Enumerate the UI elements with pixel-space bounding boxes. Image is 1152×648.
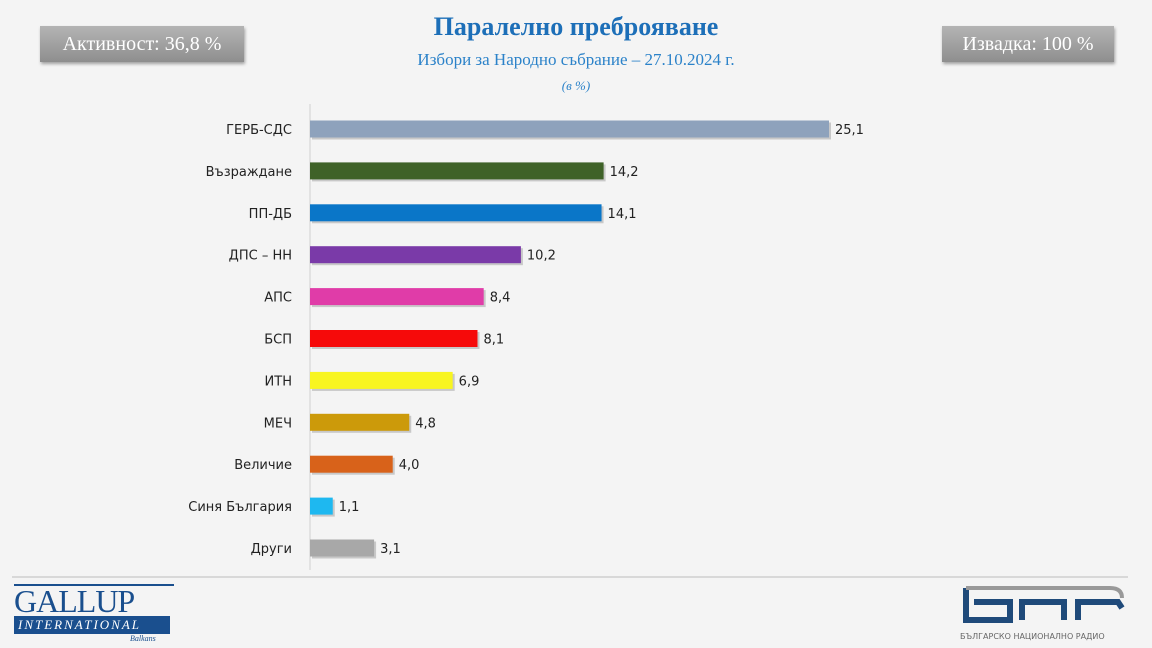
category-label: Възраждане	[206, 165, 292, 180]
category-label: МЕЧ	[264, 416, 292, 431]
category-label: ПП-ДБ	[249, 207, 292, 222]
category-label: Други	[251, 542, 292, 557]
bar	[310, 413, 410, 431]
category-label: ИТН	[265, 374, 292, 389]
bar	[310, 497, 333, 515]
bar	[310, 246, 521, 264]
bnr-logo: БЪЛГАРСКО НАЦИОНАЛНО РАДИО	[960, 584, 1130, 641]
value-label: 25,1	[835, 123, 864, 138]
value-label: 10,2	[527, 249, 556, 264]
bar	[310, 288, 484, 306]
sample-badge: Извадка: 100 %	[942, 26, 1114, 62]
value-label: 6,9	[459, 374, 480, 389]
category-label: ГЕРБ-СДС	[226, 123, 292, 138]
chart-title: Паралелно преброяване	[433, 12, 719, 41]
chart-unit: (в %)	[561, 78, 591, 93]
category-label: Синя България	[188, 500, 292, 515]
bar	[310, 204, 602, 222]
bar	[310, 330, 478, 347]
bar	[310, 162, 604, 180]
bnr-caption: БЪЛГАРСКО НАЦИОНАЛНО РАДИО	[960, 632, 1105, 641]
gallup-logo: GALLUP INTERNATIONAL Balkans	[14, 584, 174, 643]
value-label: 3,1	[380, 542, 401, 557]
value-label: 1,1	[339, 500, 360, 515]
category-label: ДПС – НН	[229, 249, 292, 264]
divider	[12, 576, 1128, 578]
bar	[310, 120, 829, 138]
value-label: 14,2	[610, 165, 639, 180]
bar	[310, 455, 393, 473]
value-label: 4,8	[415, 416, 436, 431]
value-label: 8,4	[490, 291, 511, 306]
bnr-logo-mark	[963, 586, 1125, 623]
category-label: АПС	[264, 291, 292, 306]
value-label: 4,0	[399, 458, 420, 473]
value-label: 8,1	[483, 333, 504, 348]
turnout-badge: Активност: 36,8 %	[40, 26, 244, 62]
category-label: Величие	[234, 458, 292, 473]
category-label: БСП	[264, 333, 292, 348]
chart-subtitle: Избори за Народно събрание – 27.10.2024 …	[417, 50, 735, 69]
value-label: 14,1	[608, 207, 637, 222]
bar	[310, 539, 375, 557]
bar	[310, 371, 453, 389]
